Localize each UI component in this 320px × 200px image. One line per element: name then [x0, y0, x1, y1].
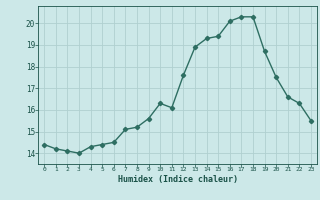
- X-axis label: Humidex (Indice chaleur): Humidex (Indice chaleur): [118, 175, 238, 184]
